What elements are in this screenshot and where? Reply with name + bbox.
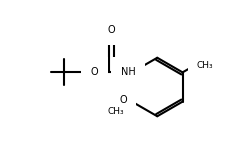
Text: O: O — [119, 95, 126, 105]
Text: CH₃: CH₃ — [107, 107, 124, 116]
Text: O: O — [90, 67, 98, 77]
Text: CH₃: CH₃ — [196, 61, 213, 70]
Text: NH: NH — [120, 67, 135, 77]
Text: O: O — [107, 25, 115, 35]
